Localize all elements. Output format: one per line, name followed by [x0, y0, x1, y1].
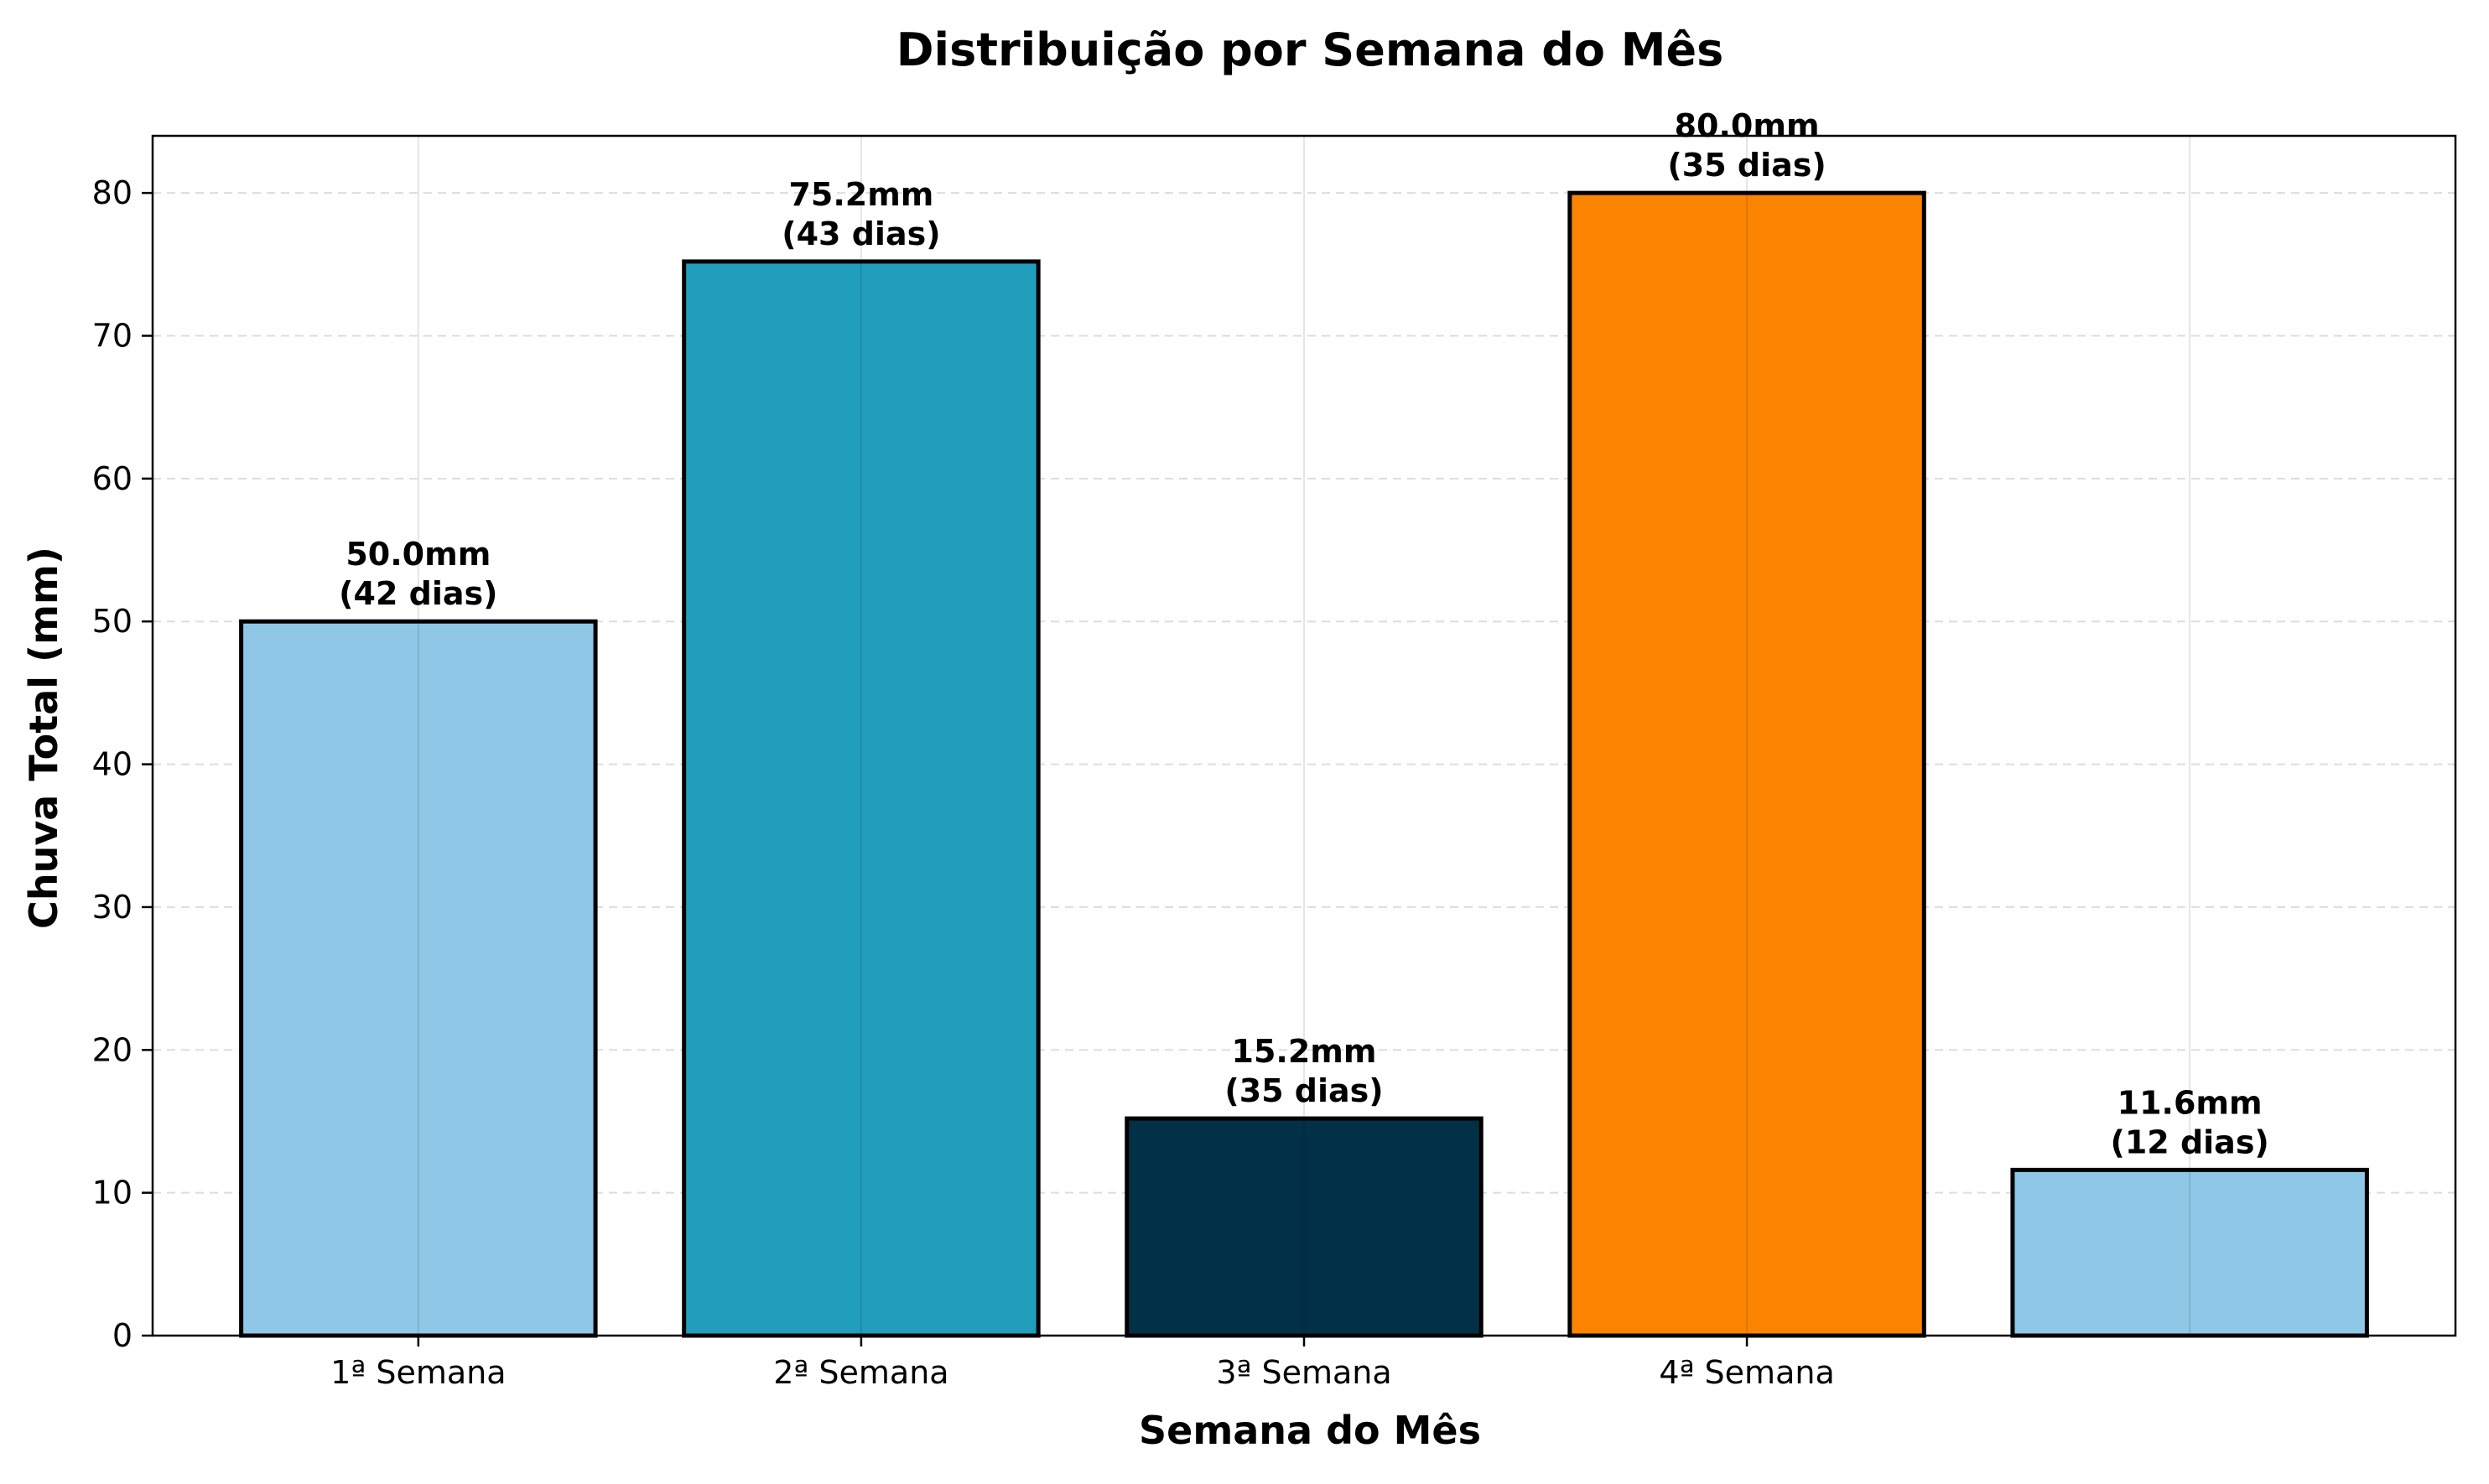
data-label-value: 80.0mm [1675, 107, 1820, 144]
bar [1125, 1116, 1484, 1338]
x-axis-ticks: 1ª Semana 2ª Semana 3ª Semana 4ª Semana [330, 1336, 1835, 1391]
y-tick-label: 30 [92, 889, 133, 926]
x-axis-label: Semana do Mês [1139, 1408, 1481, 1453]
x-tick-label: 4ª Semana [1659, 1354, 1834, 1391]
data-label-value: 75.2mm [788, 176, 933, 213]
y-tick-label: 10 [92, 1175, 133, 1212]
data-label-days: (43 dias) [782, 215, 940, 252]
y-tick-label: 60 [92, 460, 133, 497]
data-label-days: (35 dias) [1667, 147, 1826, 184]
y-axis-ticks: 0 10 20 30 40 50 60 70 80 [92, 174, 153, 1354]
y-tick-label: 0 [112, 1317, 133, 1354]
y-tick-label: 50 [92, 603, 133, 640]
chart-title: Distribuição por Semana do Mês [896, 23, 1724, 76]
data-label-value: 15.2mm [1232, 1033, 1377, 1070]
y-axis-label: Chuva Total (mm) [21, 547, 66, 929]
bar [682, 259, 1041, 1338]
data-label-value: 50.0mm [346, 536, 491, 573]
bar [239, 619, 598, 1338]
y-tick-label: 70 [92, 318, 133, 355]
data-label-days: (12 dias) [2110, 1123, 2268, 1160]
vertical-grid-lines [417, 136, 2191, 1336]
x-tick-label: 1ª Semana [330, 1354, 506, 1391]
bar [1567, 190, 1926, 1338]
y-tick-label: 80 [92, 174, 133, 211]
x-tick-label: 3ª Semana [1216, 1354, 1391, 1391]
data-label-days: (42 dias) [339, 575, 497, 612]
data-label-days: (35 dias) [1224, 1072, 1383, 1109]
data-label-value: 11.6mm [2117, 1084, 2263, 1121]
x-tick-label: 2ª Semana [773, 1354, 948, 1391]
data-labels: 50.0mm(42 dias)75.2mm(43 dias)15.2mm(35 … [339, 107, 2269, 1160]
bars [239, 190, 2369, 1338]
y-tick-label: 40 [92, 746, 133, 783]
y-tick-label: 20 [92, 1031, 133, 1068]
